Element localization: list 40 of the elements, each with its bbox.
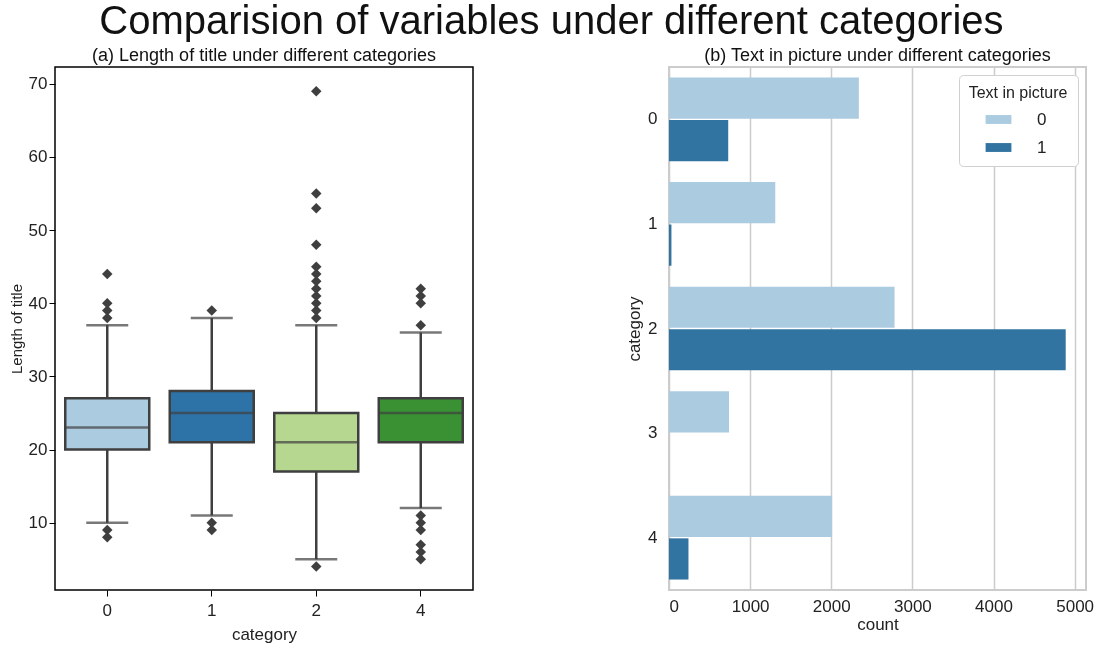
bar [669,495,833,538]
chart-subtitle: (a) Length of title under different categories [92,45,436,65]
x-tick-label: 0 [102,600,112,620]
x-tick-label: 2 [311,600,321,620]
y-tick-label: 10 [28,513,48,533]
chart-title: (b) Text in picture under different categories [704,45,1051,65]
legend-label: 0 [1037,109,1047,129]
y-tick-label: 0 [648,109,658,129]
legend-title: Text in picture [968,84,1068,101]
y-tick-label: 3 [648,423,658,443]
x-tick-label: 5000 [1056,596,1095,616]
bar [669,391,730,433]
bar [669,182,776,224]
bar [669,77,859,119]
y-axis-title: Length of title [7,283,25,375]
y-axis-title: category [625,295,645,362]
x-tick-label: 3000 [893,596,932,616]
legend-label: 1 [1037,137,1047,157]
y-tick-label: 60 [28,147,48,167]
y-tick-label: 1 [648,213,658,233]
x-axis-title: category [231,624,298,644]
y-tick-label: 70 [28,74,48,94]
bar [669,538,689,580]
x-axis-title: count [857,614,900,634]
x-tick-label: 4 [416,600,426,620]
x-tick-label: 2000 [812,596,851,616]
bar [669,329,1066,371]
y-tick-label: 30 [28,366,48,386]
y-tick-label: 20 [28,440,48,460]
chart-title: Comparision of variables under different categories [99,0,1004,42]
y-tick-label: 2 [648,318,658,338]
bar [669,119,729,162]
y-tick-label: 50 [28,220,48,240]
x-tick-label: 1 [207,600,217,620]
x-tick-label: 4000 [975,596,1013,616]
y-tick-label: 40 [28,293,48,313]
bar [669,286,895,328]
x-tick-label: 0 [669,596,679,616]
y-tick-label: 4 [648,527,658,547]
x-tick-label: 1000 [731,596,770,616]
